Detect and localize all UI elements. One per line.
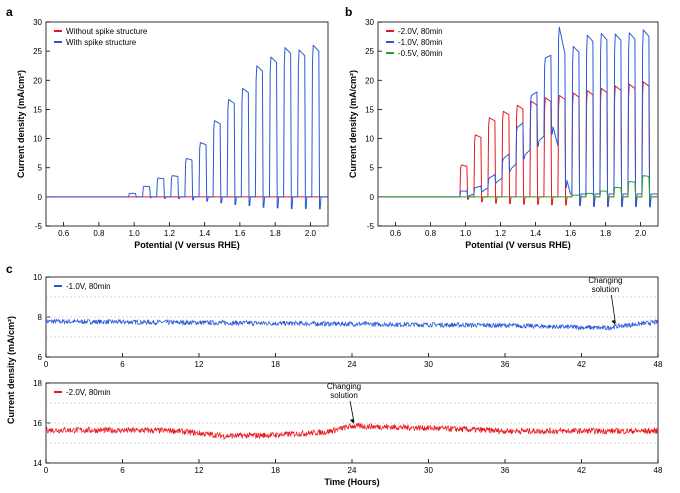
y-tick-label: 8 xyxy=(38,313,43,322)
x-tick-label: 0.6 xyxy=(58,229,70,238)
annotation-arrow-line xyxy=(610,294,616,324)
legend-label: Without spike structure xyxy=(66,27,148,36)
x-tick-label: 36 xyxy=(501,360,510,369)
x-tick-label: 12 xyxy=(195,466,204,475)
x-tick-label: 1.2 xyxy=(495,229,507,238)
x-tick-label: 0 xyxy=(44,360,49,369)
x-tick-label: 1.4 xyxy=(199,229,211,238)
annotation-text: solution xyxy=(592,285,620,294)
y-tick-label: 25 xyxy=(33,47,42,56)
x-tick-label: 1.6 xyxy=(565,229,577,238)
y-tick-label: 30 xyxy=(365,18,374,27)
x-tick-label: 1.0 xyxy=(129,229,141,238)
legend-label: With spike structure xyxy=(66,38,137,47)
x-axis-title: Time (Hours) xyxy=(324,477,379,487)
x-axis-title: Potential (V versus RHE) xyxy=(465,240,571,250)
annotation-text: solution xyxy=(330,391,358,400)
plot-frame xyxy=(45,21,329,227)
x-tick-label: 36 xyxy=(501,466,510,475)
y-tick-label: -5 xyxy=(35,222,43,231)
series-line-with-spike-structure xyxy=(46,44,328,210)
x-tick-label: 0.8 xyxy=(425,229,437,238)
y-tick-label: 16 xyxy=(33,419,42,428)
y-tick-label: 10 xyxy=(33,135,42,144)
x-tick-label: 1.4 xyxy=(530,229,542,238)
chart-layer: 0.6 0.8 1.0 1.2 1.4 1.6 1.8 2.0 -5 0 5 10 15 20 25 30 Wi… xyxy=(6,18,663,487)
panel-letter-c: c xyxy=(6,262,13,276)
x-tick-label: 0 xyxy=(44,466,49,475)
y-tick-label: 0 xyxy=(370,193,375,202)
legend-label: -1.0V, 80min xyxy=(398,38,443,47)
y-tick-label: 6 xyxy=(38,353,43,362)
panel-letter-a: a xyxy=(6,5,13,19)
annotation-text: Changing xyxy=(327,382,361,391)
x-tick-label: 2.0 xyxy=(635,229,647,238)
legend-label: -2.0V, 80min xyxy=(398,27,443,36)
annotation-text: Changing xyxy=(588,276,622,285)
legend-label: -1.0V, 80min xyxy=(66,282,111,291)
legend-label: -0.5V, 80min xyxy=(398,49,443,58)
x-tick-label: 6 xyxy=(120,466,125,475)
x-tick-label: 1.8 xyxy=(270,229,282,238)
y-tick-label: 0 xyxy=(38,193,43,202)
annotation-arrow-line xyxy=(349,400,355,423)
x-tick-label: 42 xyxy=(577,360,586,369)
y-tick-label: 30 xyxy=(33,18,42,27)
y-tick-label: 14 xyxy=(33,459,42,468)
x-tick-label: 1.2 xyxy=(164,229,176,238)
plot-frame xyxy=(377,21,659,227)
y-tick-label: 5 xyxy=(370,164,375,173)
x-tick-label: 48 xyxy=(654,360,663,369)
x-tick-label: 1.6 xyxy=(234,229,246,238)
y-tick-label: 5 xyxy=(38,164,43,173)
x-tick-label: 18 xyxy=(271,360,280,369)
series-line--0-5v-80min xyxy=(378,175,658,200)
y-tick-label: 20 xyxy=(365,76,374,85)
series-line--1-0v-80min xyxy=(45,318,659,331)
x-tick-label: 2.0 xyxy=(305,229,317,238)
x-tick-label: 24 xyxy=(348,466,357,475)
x-axis-title: Potential (V versus RHE) xyxy=(134,240,240,250)
y-tick-label: 10 xyxy=(33,273,42,282)
y-tick-label: 10 xyxy=(365,135,374,144)
x-tick-label: 0.6 xyxy=(390,229,402,238)
x-tick-label: 0.8 xyxy=(93,229,105,238)
y-tick-label: 18 xyxy=(33,379,42,388)
x-tick-label: 42 xyxy=(577,466,586,475)
y-tick-label: 15 xyxy=(365,105,374,114)
x-tick-label: 6 xyxy=(120,360,125,369)
x-tick-label: 18 xyxy=(271,466,280,475)
x-tick-label: 30 xyxy=(424,466,433,475)
x-tick-label: 1.0 xyxy=(460,229,472,238)
x-tick-label: 12 xyxy=(195,360,204,369)
y-tick-label: -5 xyxy=(367,222,375,231)
y-tick-label: 25 xyxy=(365,47,374,56)
y-axis-title: Current density (mA/cm²) xyxy=(348,70,358,178)
y-axis-title: Current density (mA/cm²) xyxy=(6,316,16,424)
x-tick-label: 30 xyxy=(424,360,433,369)
x-tick-label: 48 xyxy=(654,466,663,475)
panel-letter-b: b xyxy=(345,5,352,19)
legend-label: -2.0V, 80min xyxy=(66,388,111,397)
annotation-arrow-head xyxy=(611,320,616,325)
y-axis-title: Current density (mA/cm²) xyxy=(16,70,26,178)
y-tick-label: 15 xyxy=(33,105,42,114)
x-tick-label: 1.8 xyxy=(600,229,612,238)
y-tick-label: 20 xyxy=(33,76,42,85)
annotation-arrow-head xyxy=(350,419,354,424)
x-tick-label: 24 xyxy=(348,360,357,369)
series-line--2-0v-80min xyxy=(45,422,659,441)
